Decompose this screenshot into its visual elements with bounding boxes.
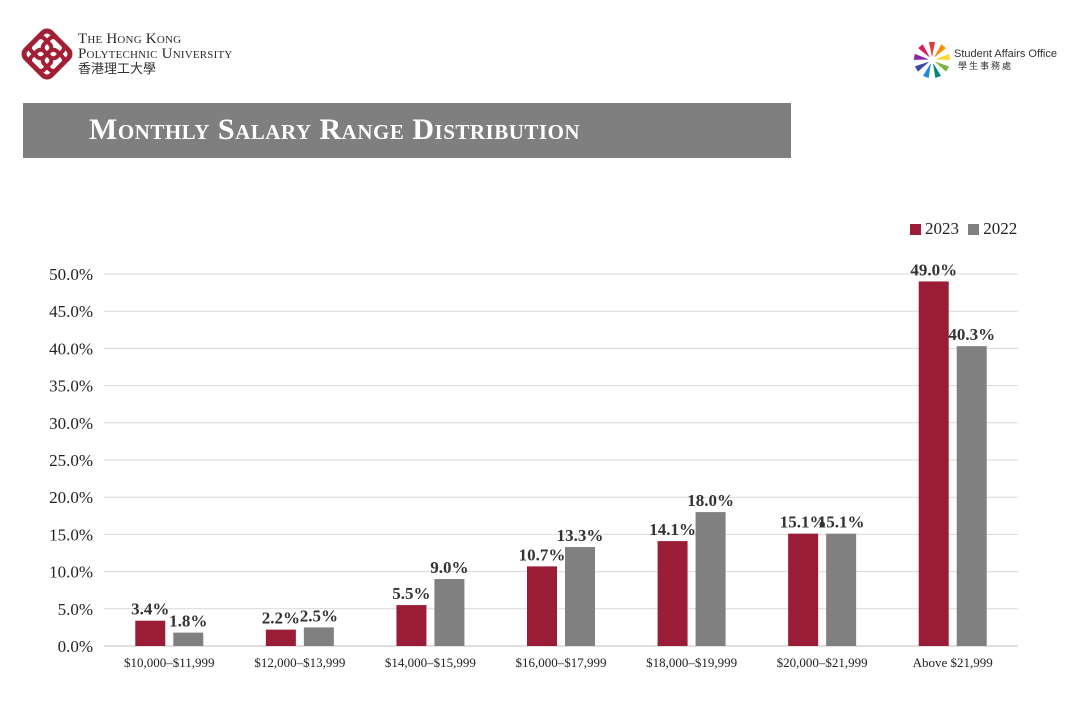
- y-tick-label: 5.0%: [58, 600, 93, 619]
- data-label-2023: 3.4%: [131, 600, 169, 619]
- legend-item-2023: 2023: [910, 219, 959, 239]
- data-label-2023: 49.0%: [910, 260, 957, 279]
- legend-swatch-2022: [968, 223, 980, 235]
- sao-logo-icon: [913, 42, 951, 78]
- data-label-2022: 9.0%: [430, 558, 468, 577]
- x-tick-label: $18,000–$19,999: [646, 655, 737, 670]
- y-tick-label: 25.0%: [49, 451, 93, 470]
- y-tick-label: 30.0%: [49, 414, 93, 433]
- university-name-line1: The Hong Kong: [78, 31, 182, 47]
- title-banner: Monthly Salary Range Distribution: [23, 103, 791, 158]
- data-label-2023: 14.1%: [649, 520, 696, 539]
- y-tick-label: 40.0%: [49, 339, 93, 358]
- university-name-zh: 香港理工大學: [78, 62, 157, 77]
- x-tick-label: $20,000–$21,999: [777, 655, 868, 670]
- legend-label-2022: 2022: [983, 219, 1018, 238]
- university-name-line2: Polytechnic University: [78, 46, 233, 62]
- y-tick-label: 15.0%: [49, 525, 93, 544]
- bar-2022: [956, 346, 987, 646]
- bar-2022: [303, 627, 334, 646]
- y-tick-label: 20.0%: [49, 488, 93, 507]
- x-tick-label: $14,000–$15,999: [385, 655, 476, 670]
- data-label-2022: 2.5%: [300, 606, 338, 625]
- y-tick-label: 0.0%: [58, 637, 93, 656]
- office-name-en: Student Affairs Office: [954, 48, 1057, 60]
- legend-item-2022: 2022: [968, 219, 1017, 239]
- x-tick-label: $12,000–$13,999: [254, 655, 345, 670]
- bar-2023: [527, 566, 557, 646]
- bar-2022: [695, 512, 726, 646]
- legend-label-2023: 2023: [925, 219, 959, 238]
- y-tick-label: 35.0%: [49, 377, 93, 396]
- polyu-logo-icon: [21, 28, 73, 80]
- data-label-2022: 18.0%: [687, 491, 734, 510]
- data-label-2023: 5.5%: [392, 584, 430, 603]
- data-label-2023: 15.1%: [780, 513, 827, 532]
- office-name: Student Affairs Office 學生事務處: [954, 48, 1057, 74]
- bar-2023: [657, 541, 688, 646]
- page-title: Monthly Salary Range Distribution: [89, 113, 581, 146]
- bar-2023: [788, 533, 819, 646]
- university-name: The Hong Kong Polytechnic University 香港理…: [78, 31, 233, 78]
- data-label-2022: 13.3%: [557, 526, 604, 545]
- y-tick-label: 10.0%: [49, 563, 93, 582]
- bar-2022: [173, 632, 204, 646]
- data-label-2023: 10.7%: [519, 545, 566, 564]
- data-label-2022: 1.8%: [169, 612, 207, 631]
- bar-2023: [396, 605, 427, 646]
- office-name-zh: 學生事務處: [958, 62, 1014, 72]
- bar-2023: [918, 281, 949, 646]
- header: The Hong Kong Polytechnic University 香港理…: [0, 0, 1080, 100]
- legend-swatch-2023: [910, 223, 921, 235]
- x-tick-label: Above $21,999: [913, 655, 993, 670]
- y-tick-label: 45.0%: [49, 302, 93, 321]
- x-tick-label: $10,000–$11,999: [124, 655, 215, 670]
- bar-2022: [434, 579, 465, 646]
- data-label-2023: 2.2%: [262, 609, 300, 628]
- data-label-2022: 15.1%: [818, 513, 865, 532]
- bar-2022: [565, 547, 595, 646]
- bar-2023: [135, 620, 166, 646]
- bar-2023: [265, 629, 296, 646]
- bar-2022: [826, 533, 857, 646]
- y-tick-label: 50.0%: [49, 265, 93, 284]
- data-label-2022: 40.3%: [948, 325, 995, 344]
- chart-legend: 2023 2022: [910, 219, 1022, 240]
- x-tick-label: $16,000–$17,999: [516, 655, 607, 670]
